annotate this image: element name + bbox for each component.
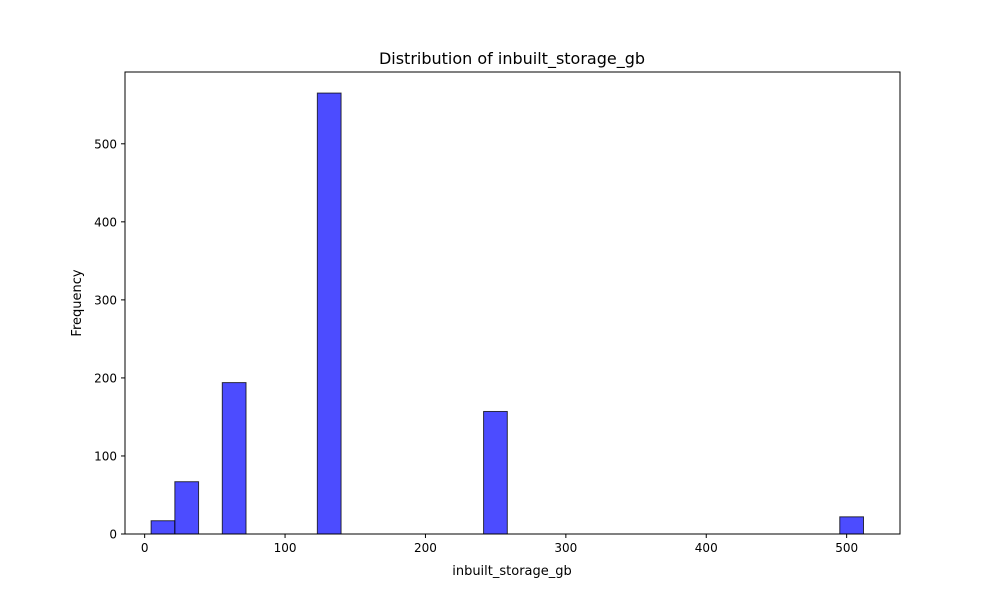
x-axis-ticks: 0 100 200 300 400 500	[141, 534, 858, 555]
y-tick-label: 200	[94, 371, 117, 385]
chart-title: Distribution of inbuilt_storage_gb	[379, 49, 645, 69]
x-tick-label: 400	[695, 541, 718, 555]
x-axis-label: inbuilt_storage_gb	[452, 564, 572, 579]
x-tick-label: 500	[835, 541, 858, 555]
y-tick-label: 100	[94, 449, 117, 463]
histogram-bar	[221, 382, 247, 535]
histogram-bar	[150, 520, 176, 535]
histogram-bar	[839, 516, 865, 535]
x-tick-label: 200	[414, 541, 437, 555]
histogram-bar	[316, 92, 342, 535]
y-tick-label: 300	[94, 293, 117, 307]
y-axis-ticks: 0 100 200 300 400 500	[94, 137, 125, 542]
axes-frame	[124, 71, 901, 535]
x-tick-label: 0	[141, 541, 149, 555]
x-tick-label: 300	[554, 541, 577, 555]
x-tick-label: 100	[274, 541, 297, 555]
y-tick-label: 500	[94, 137, 117, 151]
y-tick-label: 400	[94, 215, 117, 229]
y-tick-label: 0	[109, 528, 117, 542]
histogram-bar	[174, 481, 200, 535]
y-axis-label: Frequency	[70, 269, 85, 336]
histogram-bar	[483, 410, 508, 535]
bars-group	[150, 92, 865, 535]
